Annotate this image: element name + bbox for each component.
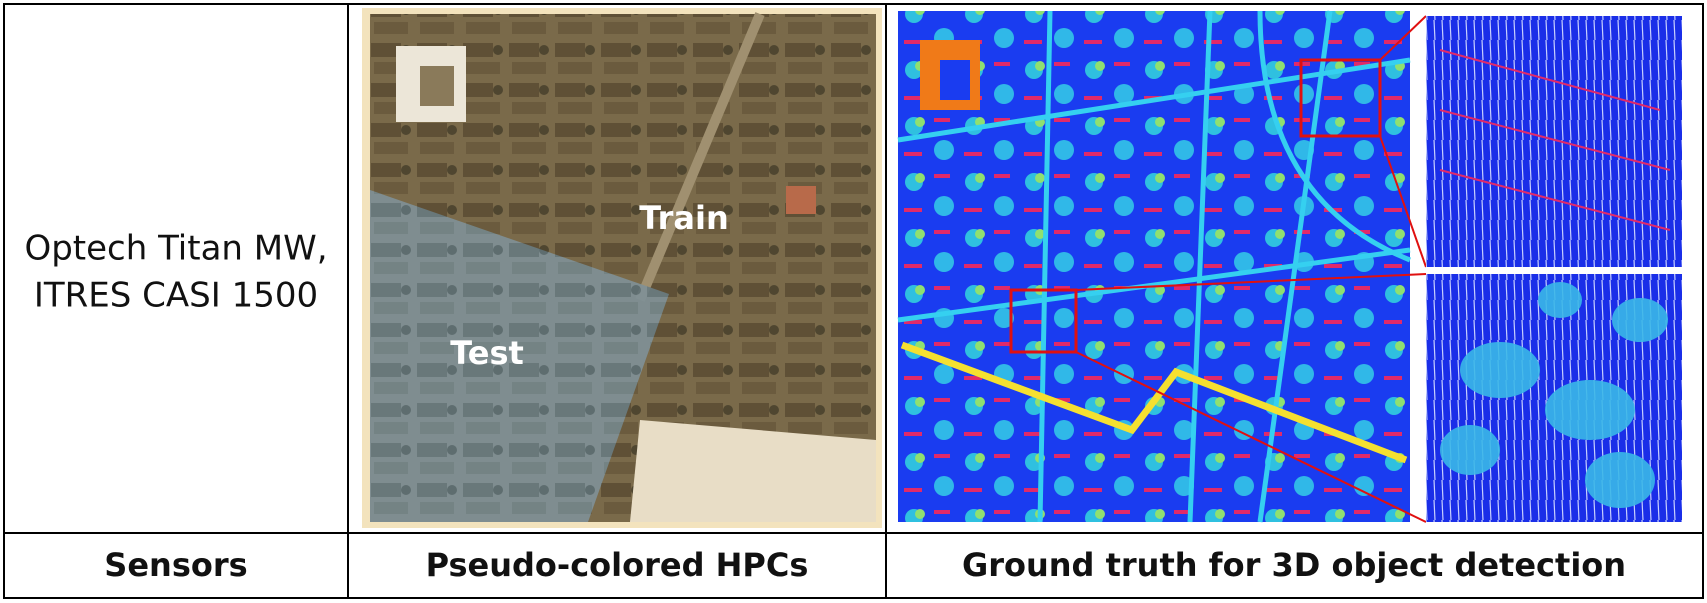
train-label: Train — [639, 199, 728, 237]
footer-label: Ground truth for 3D object detection — [962, 546, 1626, 584]
pseudo-colored-image: Train Test — [362, 8, 882, 528]
ground-truth-image — [897, 10, 1682, 523]
sensor-line: ITRES CASI 1500 — [34, 276, 318, 316]
test-label: Test — [450, 334, 524, 372]
footer-label: Pseudo-colored HPCs — [426, 546, 809, 584]
sensor-line: Optech Titan MW, — [24, 229, 327, 269]
table-border — [3, 3, 1704, 599]
footer-label: Sensors — [104, 546, 247, 584]
